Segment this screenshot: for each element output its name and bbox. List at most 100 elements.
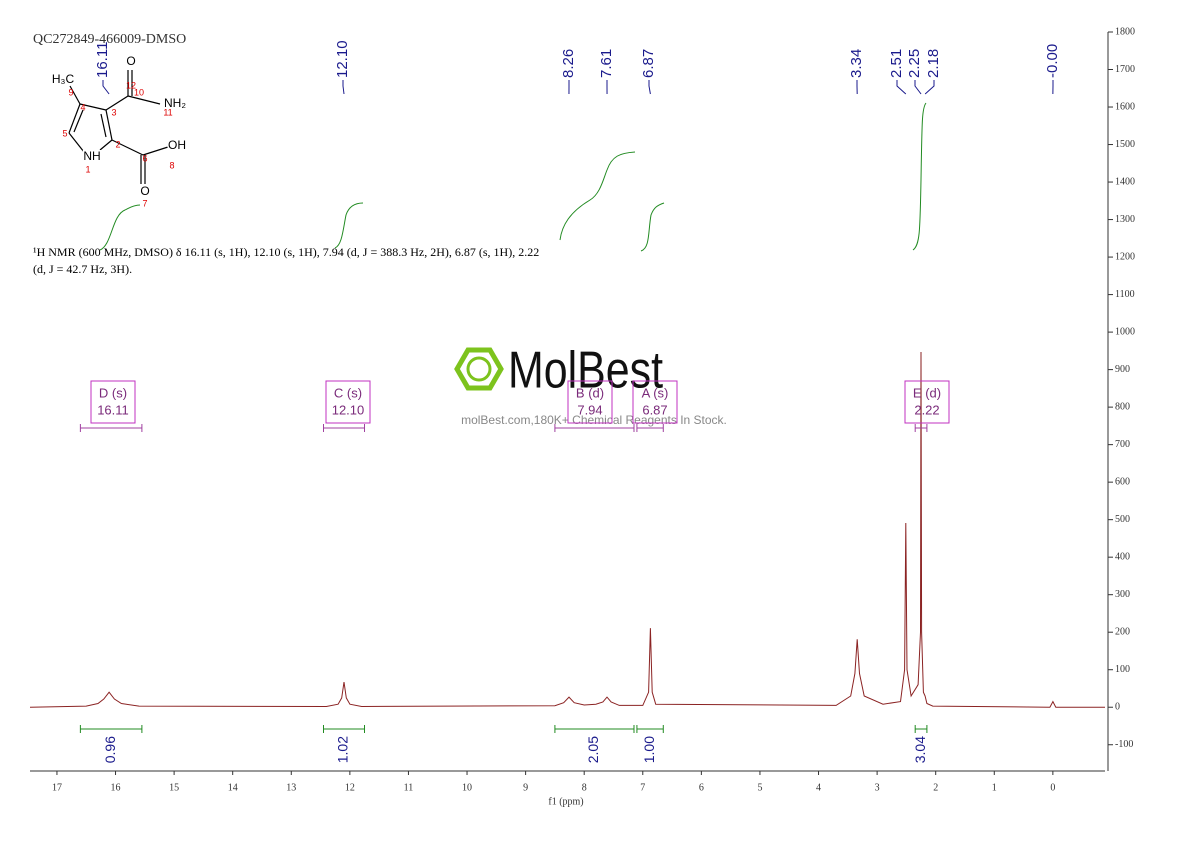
peak-label: 12.10	[334, 40, 351, 78]
peak-label: 8.26	[560, 49, 577, 78]
atom-label: NH	[83, 149, 100, 163]
y-tick-label: 1500	[1115, 139, 1135, 150]
x-tick-label: 14	[228, 782, 238, 793]
x-tick-label: 16	[111, 782, 121, 793]
atom-label: 2	[115, 139, 120, 149]
x-tick-label: 7	[640, 782, 645, 793]
peak-label: 3.34	[848, 49, 865, 78]
structure-bonds	[69, 70, 168, 184]
y-tick-label: 1800	[1115, 26, 1135, 37]
atom-label: 6	[142, 153, 147, 163]
peak-label-line	[343, 80, 344, 94]
peak-label-line	[925, 80, 934, 94]
peak-label: 2.18	[925, 49, 942, 78]
atom-label: 8	[169, 160, 174, 170]
peak-label: -0.00	[1044, 44, 1061, 78]
multiplet-name: E (d)	[913, 385, 941, 400]
atom-label: O	[126, 54, 135, 68]
integral-value: 2.05	[585, 736, 601, 763]
peak-label-line	[897, 80, 906, 94]
x-tick-label: 1	[992, 782, 997, 793]
integral-range	[637, 725, 663, 733]
x-tick-label: 17	[52, 782, 62, 793]
integral-range	[80, 725, 142, 733]
multiplet-shift: 7.94	[577, 402, 602, 417]
multiplet-name: B (d)	[576, 385, 604, 400]
multiplet-range	[324, 424, 365, 432]
integral-range	[915, 725, 927, 733]
y-tick-label: 1700	[1115, 64, 1135, 75]
x-axis-label: f1 (ppm)	[548, 796, 583, 807]
x-tick-label: 4	[816, 782, 821, 793]
peak-label: 2.25	[906, 49, 923, 78]
y-tick-label: 300	[1115, 589, 1130, 600]
multiplet-shift: 16.11	[97, 402, 129, 417]
atom-label: 7	[142, 198, 147, 208]
atom-label: 9	[68, 87, 73, 97]
nmr-description: ¹H NMR (600 MHz, DMSO) δ 16.11 (s, 1H), …	[33, 245, 539, 259]
y-tick-label: 800	[1115, 401, 1130, 412]
y-tick-label: 600	[1115, 476, 1130, 487]
nmr-description: (d, J = 42.7 Hz, 3H).	[33, 262, 132, 276]
integral-value: 0.96	[102, 736, 118, 763]
peak-label-line	[649, 80, 650, 94]
x-tick-label: 11	[404, 782, 414, 793]
atom-label: 1	[85, 164, 90, 174]
y-tick-label: 1100	[1115, 289, 1135, 300]
atom-label: O	[140, 184, 149, 198]
multiplet-name: D (s)	[99, 385, 127, 400]
y-tick-label: 900	[1115, 364, 1130, 375]
y-tick-label: 1200	[1115, 251, 1135, 262]
integral-value: 3.04	[912, 736, 928, 763]
x-tick-label: 6	[699, 782, 704, 793]
peak-label: 16.11	[94, 42, 111, 78]
x-tick-label: 9	[523, 782, 528, 793]
y-tick-label: 1600	[1115, 101, 1135, 112]
integral-range	[555, 725, 634, 733]
x-tick-label: 12	[345, 782, 355, 793]
multiplet-name: A (s)	[642, 385, 669, 400]
y-tick-label: 1300	[1115, 214, 1135, 225]
atom-label: 4	[80, 102, 85, 112]
x-tick-label: 15	[169, 782, 179, 793]
x-tick-label: 8	[582, 782, 587, 793]
peak-label: 6.87	[640, 49, 657, 78]
watermark-logo	[457, 350, 501, 388]
y-tick-label: 200	[1115, 626, 1130, 637]
x-tick-label: 10	[462, 782, 472, 793]
peak-label-line	[103, 80, 109, 94]
x-tick-label: 0	[1050, 782, 1055, 793]
peak-label: 7.61	[598, 49, 615, 78]
integral-range	[324, 725, 365, 733]
x-tick-label: 5	[757, 782, 762, 793]
atom-label: 11	[163, 107, 172, 117]
multiplet-shift: 6.87	[642, 402, 667, 417]
integral-value: 1.00	[641, 736, 657, 763]
peak-label: 2.51	[888, 49, 905, 78]
y-tick-label: 400	[1115, 551, 1130, 562]
integral-curves	[100, 103, 926, 251]
multiplet-range	[80, 424, 142, 432]
y-tick-label: 100	[1115, 664, 1130, 675]
y-tick-label: -100	[1115, 739, 1133, 750]
y-tick-label: 1000	[1115, 326, 1135, 337]
y-tick-label: 500	[1115, 514, 1130, 525]
multiplet-shift: 2.22	[914, 402, 939, 417]
x-tick-label: 3	[875, 782, 880, 793]
y-tick-label: 1400	[1115, 176, 1135, 187]
integral-value: 1.02	[335, 736, 351, 763]
atom-label: 10	[134, 87, 144, 97]
atom-label: H₃C	[52, 72, 75, 86]
y-tick-label: 0	[1115, 702, 1120, 713]
x-tick-label: 13	[286, 782, 296, 793]
multiplet-shift: 12.10	[332, 402, 365, 417]
peak-label-line	[915, 80, 921, 94]
atom-label: OH	[168, 138, 186, 152]
atom-label: 5	[62, 128, 67, 138]
atom-label: 3	[111, 107, 116, 117]
x-tick-label: 2	[933, 782, 938, 793]
multiplet-name: C (s)	[334, 385, 362, 400]
y-tick-label: 700	[1115, 439, 1130, 450]
